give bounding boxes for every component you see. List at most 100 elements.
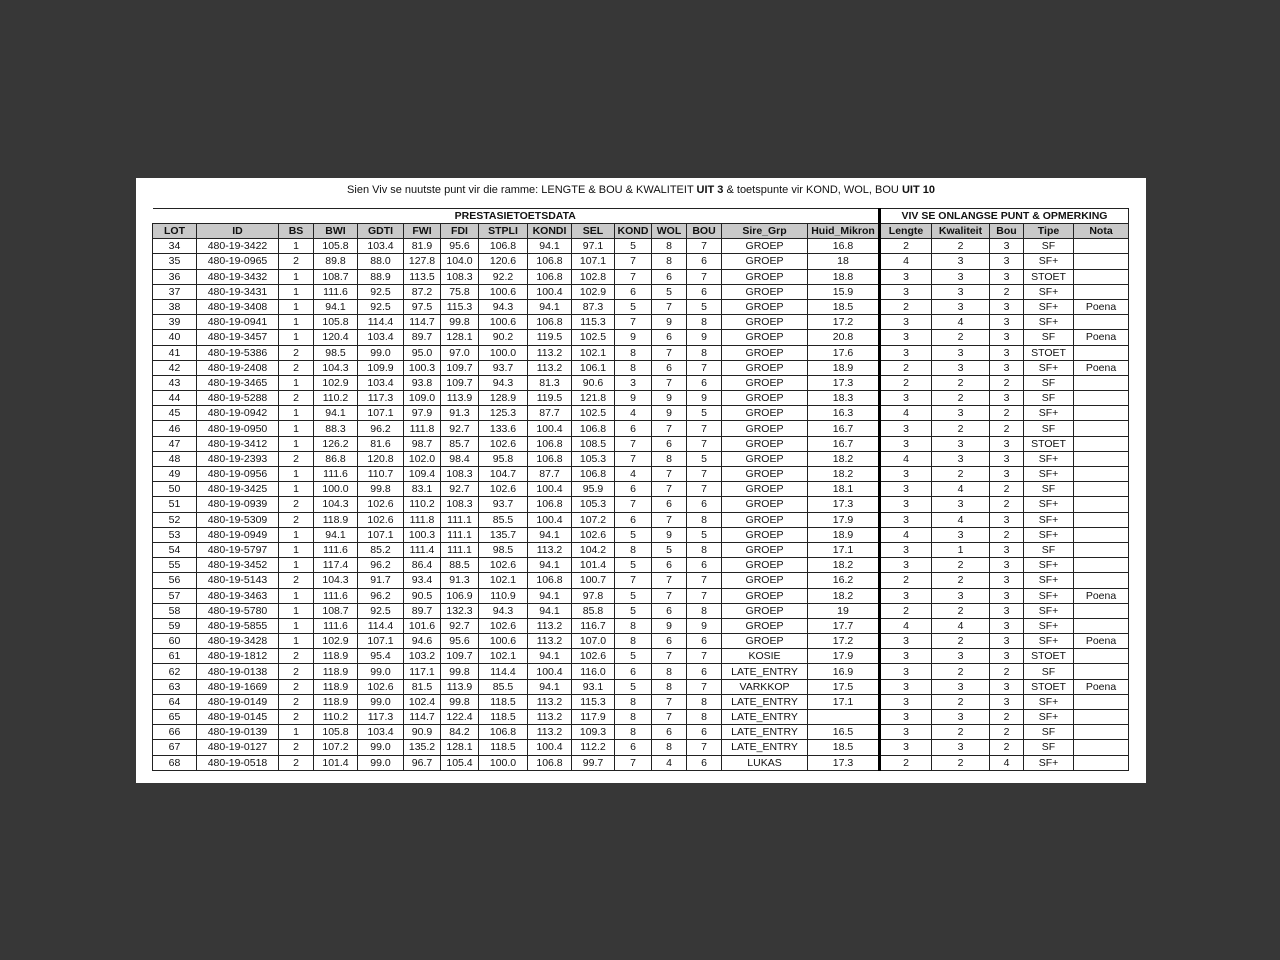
cell-bou: 7	[686, 238, 722, 255]
cell-stpli: 85.5	[478, 511, 528, 528]
cell-bou: 6	[686, 253, 722, 270]
cell-wol: 8	[651, 739, 687, 756]
cell-bs: 1	[278, 420, 314, 437]
cell-tipe: SF	[1023, 374, 1074, 392]
cell-id: 480-19-5386	[196, 344, 279, 361]
cell-wol: 4	[651, 754, 687, 771]
cell-sire-grp: GROEP	[721, 526, 808, 543]
cell-wol: 7	[651, 344, 687, 361]
cell-bs: 1	[278, 633, 314, 650]
cell-lengte: 4	[879, 617, 932, 635]
cell-kond: 6	[614, 739, 652, 756]
cell-kondi: 94.1	[527, 526, 572, 543]
cell-tipe: STOET	[1023, 678, 1074, 695]
cell-sire-grp: GROEP	[721, 420, 808, 437]
cell-bwi: 111.6	[313, 541, 358, 559]
cell-sire-grp: GROEP	[721, 496, 808, 513]
cell-kwaliteit: 4	[931, 617, 990, 635]
cell-kwaliteit: 2	[931, 420, 990, 437]
cell-bwi: 86.8	[313, 450, 358, 468]
cell-sire-grp: GROEP	[721, 481, 808, 498]
cell-bwi: 108.7	[313, 602, 358, 619]
cell-bwi: 94.1	[313, 298, 358, 316]
cell-nota	[1073, 557, 1129, 574]
cell-sire-grp: GROEP	[721, 602, 808, 619]
cell-sire-grp: GROEP	[721, 511, 808, 528]
cell-gdti: 110.7	[357, 465, 404, 483]
cell-fdi: 111.1	[440, 511, 479, 528]
cell-bs: 2	[278, 754, 314, 771]
table-row: 63 480-19-1669 2 118.9 102.6 81.5 113.9 85.5 94.…	[152, 678, 1129, 695]
cell-bou: 2	[989, 739, 1024, 756]
cell-fwi: 90.5	[403, 587, 441, 604]
table-row: 35 480-19-0965 2 89.8 88.0 127.8 104.0 120.6 106…	[152, 253, 1129, 270]
cell-bwi: 102.9	[313, 633, 358, 650]
cell-sire-grp: GROEP	[721, 465, 808, 483]
cell-tipe: SF	[1023, 238, 1074, 255]
cell-bs: 1	[278, 587, 314, 604]
column-header-nota: Nota	[1073, 222, 1129, 240]
cell-kwaliteit: 1	[931, 541, 990, 559]
cell-kond: 5	[614, 557, 652, 574]
cell-tipe: STOET	[1023, 268, 1074, 285]
cell-huid-mikron: 17.9	[807, 511, 881, 528]
cell-kondi: 100.4	[527, 283, 572, 300]
cell-lot: 55	[152, 557, 197, 574]
cell-lot: 46	[152, 420, 197, 437]
cell-huid-mikron: 15.9	[807, 283, 881, 300]
cell-kond: 5	[614, 602, 652, 619]
cell-kwaliteit: 3	[931, 283, 990, 300]
cell-id: 480-19-5288	[196, 390, 279, 407]
cell-id: 480-19-3428	[196, 633, 279, 650]
cell-bs: 2	[278, 678, 314, 695]
table-row: 65 480-19-0145 2 110.2 117.3 114.7 122.4 118.5 1…	[152, 708, 1129, 726]
cell-lengte: 3	[879, 344, 932, 361]
table-row: 52 480-19-5309 2 118.9 102.6 111.8 111.1 85.5 10…	[152, 511, 1129, 528]
cell-bou: 3	[989, 359, 1024, 376]
cell-kondi: 113.2	[527, 708, 572, 726]
cell-wol: 8	[651, 238, 687, 255]
column-header-bs: BS	[278, 222, 314, 240]
cell-stpli: 102.1	[478, 572, 528, 589]
cell-stpli: 135.7	[478, 526, 528, 543]
cell-kond: 9	[614, 390, 652, 407]
cell-kondi: 94.1	[527, 678, 572, 695]
cell-kwaliteit: 2	[931, 238, 990, 255]
cell-kond: 5	[614, 587, 652, 604]
cell-lot: 59	[152, 617, 197, 635]
cell-id: 480-19-3408	[196, 298, 279, 316]
cell-bou: 3	[989, 238, 1024, 255]
cell-huid-mikron: 18	[807, 253, 881, 270]
cell-fwi: 89.7	[403, 329, 441, 346]
cell-gdti: 117.3	[357, 390, 404, 407]
cell-stpli: 85.5	[478, 678, 528, 695]
cell-fwi: 96.7	[403, 754, 441, 771]
table-row: 47 480-19-3412 1 126.2 81.6 98.7 85.7 102.6 106.…	[152, 435, 1129, 452]
cell-tipe: SF+	[1023, 557, 1074, 574]
cell-id: 480-19-0139	[196, 724, 279, 741]
cell-sel: 99.7	[571, 754, 615, 771]
cell-kwaliteit: 2	[931, 572, 990, 589]
cell-id: 480-19-0942	[196, 405, 279, 422]
table-row: 36 480-19-3432 1 108.7 88.9 113.5 108.3 92.2 106…	[152, 268, 1129, 285]
cell-gdti: 103.4	[357, 329, 404, 346]
cell-fwi: 87.2	[403, 283, 441, 300]
cell-lengte: 3	[879, 648, 932, 665]
cell-kwaliteit: 2	[931, 633, 990, 650]
cell-fdi: 91.3	[440, 405, 479, 422]
cell-wol: 9	[651, 526, 687, 543]
cell-wol: 9	[651, 617, 687, 635]
table-row: 56 480-19-5143 2 104.3 91.7 93.4 91.3 102.1 106.…	[152, 572, 1129, 589]
cell-kwaliteit: 4	[931, 511, 990, 528]
cell-lengte: 4	[879, 253, 932, 270]
cell-huid-mikron: 17.3	[807, 754, 881, 771]
cell-wol: 8	[651, 253, 687, 270]
cell-lot: 41	[152, 344, 197, 361]
cell-fdi: 111.1	[440, 526, 479, 543]
cell-nota	[1073, 253, 1129, 270]
cell-bwi: 89.8	[313, 253, 358, 270]
cell-gdti: 117.3	[357, 708, 404, 726]
cell-bou: 3	[989, 511, 1024, 528]
table-row: 55 480-19-3452 1 117.4 96.2 86.4 88.5 102.6 94.1…	[152, 557, 1129, 574]
cell-gdti: 96.2	[357, 587, 404, 604]
